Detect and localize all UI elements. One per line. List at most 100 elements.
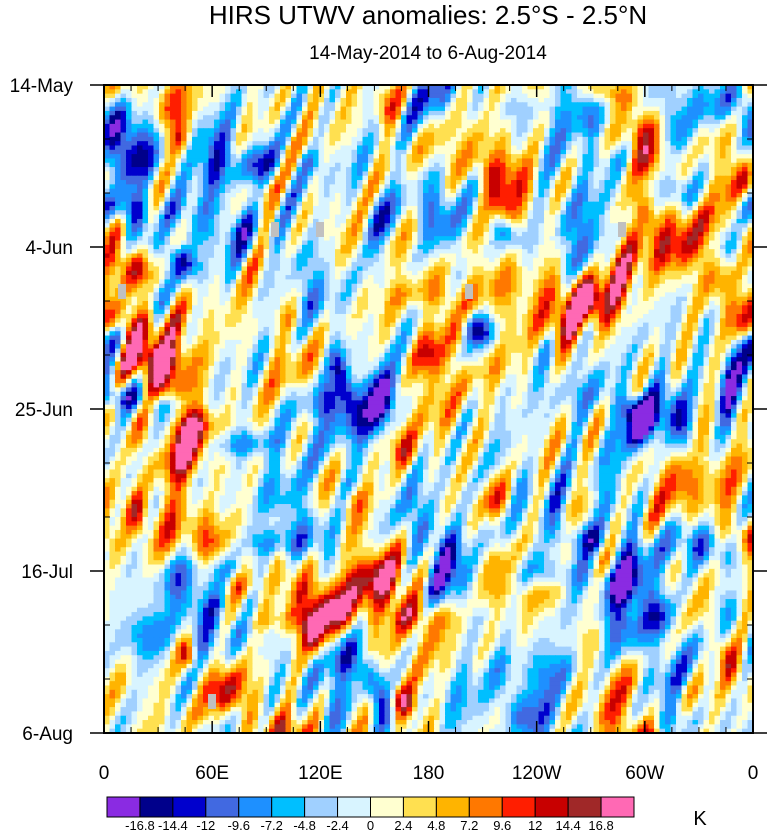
heat-cell — [296, 266, 303, 272]
heat-cell — [230, 89, 237, 95]
heat-cell — [533, 184, 540, 190]
heat-cell — [417, 231, 424, 237]
heat-cell — [692, 128, 699, 134]
heat-cell — [126, 236, 133, 242]
heat-cell — [203, 227, 210, 233]
heat-cell — [720, 197, 727, 203]
heat-cell — [186, 188, 193, 194]
heat-cell — [445, 154, 452, 160]
heat-cell — [494, 193, 501, 198]
heat-cell — [197, 266, 204, 272]
heat-cell — [681, 149, 688, 155]
heat-cell — [269, 171, 276, 177]
heat-cell — [626, 184, 633, 190]
heat-cell — [714, 193, 721, 198]
heat-cell — [439, 97, 446, 103]
heat-cell — [725, 231, 732, 237]
heat-cell — [522, 102, 529, 108]
heat-cell — [208, 132, 215, 138]
heat-cell — [142, 162, 149, 168]
heat-cell — [747, 231, 753, 237]
heat-cell — [582, 262, 589, 268]
heat-cell — [659, 180, 666, 185]
heat-cell — [467, 240, 474, 246]
heat-cell — [637, 106, 644, 112]
heat-cell — [170, 236, 177, 242]
heat-cell — [368, 240, 375, 246]
heat-cell — [384, 128, 391, 134]
heat-cell — [412, 158, 419, 164]
heat-cell — [379, 89, 386, 95]
heat-cell — [197, 85, 204, 90]
heat-cell — [269, 162, 276, 168]
heat-cell — [247, 154, 254, 160]
heat-cell — [549, 85, 556, 90]
heat-cell — [736, 262, 743, 268]
heat-cell — [516, 249, 523, 255]
heat-cell — [439, 197, 446, 203]
heat-cell — [709, 257, 716, 263]
heat-cell — [208, 205, 215, 211]
heat-cell — [252, 253, 259, 259]
heat-cell — [604, 106, 611, 112]
heat-cell — [670, 227, 677, 233]
heat-cell — [324, 119, 331, 125]
heat-cell — [439, 128, 446, 134]
heat-cell — [302, 93, 309, 99]
heat-cell — [566, 249, 573, 255]
heat-cell — [450, 158, 457, 164]
heat-cell — [670, 141, 677, 147]
heat-cell — [274, 253, 281, 259]
heat-cell — [280, 223, 287, 229]
heat-cell — [291, 180, 298, 185]
heat-cell — [395, 236, 402, 242]
heat-cell — [670, 154, 677, 160]
heat-cell — [445, 136, 452, 142]
heat-cell — [307, 266, 314, 272]
heat-cell — [258, 119, 265, 125]
heat-cell — [582, 210, 589, 216]
heat-cell — [516, 205, 523, 211]
heat-cell — [747, 210, 753, 216]
heat-cell — [489, 89, 496, 95]
heat-cell — [478, 201, 485, 207]
heat-cell — [401, 106, 408, 112]
heat-cell — [687, 123, 694, 129]
heat-cell — [120, 97, 127, 103]
heat-cell — [566, 236, 573, 242]
heat-cell — [676, 188, 683, 194]
heat-cell — [219, 154, 226, 160]
heat-cell — [505, 197, 512, 203]
heat-cell — [670, 106, 677, 112]
heat-cell — [687, 110, 694, 116]
heat-cell — [500, 106, 507, 112]
heat-cell — [599, 227, 606, 233]
heat-cell — [560, 244, 567, 250]
heat-cell — [610, 218, 617, 224]
heat-cell — [456, 257, 463, 263]
heat-cell — [340, 236, 347, 242]
heat-cell — [544, 136, 551, 142]
heat-cell — [632, 227, 639, 233]
heat-cell — [560, 89, 567, 95]
heat-cell — [357, 227, 364, 233]
heat-cell — [709, 154, 716, 160]
heat-cell — [115, 141, 122, 147]
heat-cell — [478, 223, 485, 229]
heat-cell — [362, 85, 369, 90]
heat-cell — [247, 180, 254, 185]
heat-cell — [252, 145, 259, 151]
heat-cell — [274, 89, 281, 95]
heat-cell — [632, 97, 639, 103]
heat-cell — [384, 262, 391, 268]
heat-cell — [230, 106, 237, 112]
heat-cell — [500, 132, 507, 138]
heat-cell — [687, 162, 694, 168]
heat-cell — [159, 115, 166, 121]
heat-cell — [181, 257, 188, 263]
heat-cell — [544, 93, 551, 99]
heat-cell — [654, 231, 661, 237]
heat-cell — [280, 102, 287, 108]
heat-cell — [522, 149, 529, 155]
heat-cell — [555, 249, 562, 255]
